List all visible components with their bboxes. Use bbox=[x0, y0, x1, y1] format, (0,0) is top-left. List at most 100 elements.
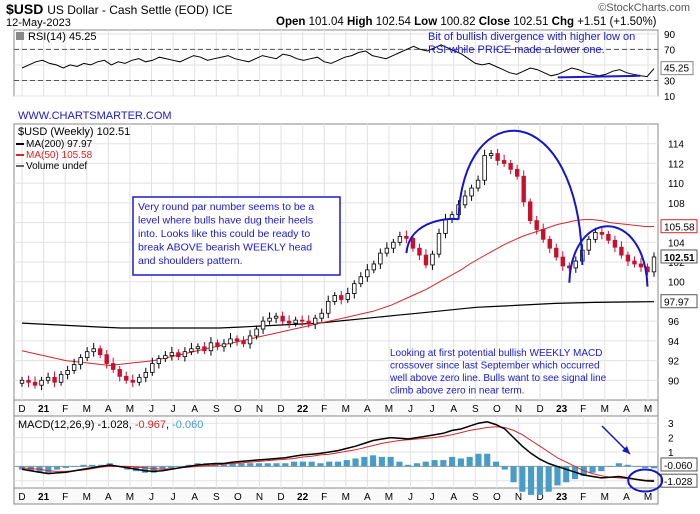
candle-body bbox=[443, 219, 448, 234]
macd-histogram-bar bbox=[492, 461, 500, 467]
candle-body bbox=[547, 238, 552, 249]
x-tick-label: J bbox=[171, 492, 176, 503]
x-tick-label: A bbox=[191, 492, 198, 503]
macd-annotation-line: well above zero line. Bulls want to see … bbox=[389, 373, 607, 384]
macd-histogram-bar bbox=[528, 466, 535, 495]
x-tick-label: J bbox=[430, 404, 435, 415]
candle-body bbox=[475, 179, 481, 189]
candle-body bbox=[397, 235, 403, 243]
candle-body bbox=[612, 239, 618, 248]
candle-body bbox=[410, 237, 416, 249]
candle-body bbox=[117, 369, 122, 377]
price-tick-label: 114 bbox=[668, 140, 684, 151]
x-tick-label: J bbox=[430, 492, 435, 503]
macd-tick-label: 2 bbox=[668, 434, 674, 445]
candle-body bbox=[384, 247, 390, 254]
candle-body bbox=[39, 379, 44, 386]
x-tick-label: F bbox=[321, 492, 327, 503]
rsi-line bbox=[21, 44, 655, 78]
annotation-box-line: level where bulls have dug their heels bbox=[138, 215, 313, 227]
candle-body bbox=[514, 168, 520, 177]
annotation-box-line: and shoulders pattern. bbox=[138, 255, 243, 267]
candle-body bbox=[423, 254, 429, 266]
candle-body bbox=[339, 295, 344, 300]
candle-body bbox=[593, 232, 598, 240]
exchange: ICE bbox=[212, 3, 233, 17]
candle-body bbox=[78, 357, 83, 365]
price-legend-item: MA(200) 97.97 bbox=[26, 139, 93, 150]
x-tick-label: D bbox=[536, 492, 543, 503]
candle-body bbox=[469, 187, 474, 197]
macd-histogram-bar bbox=[291, 461, 298, 467]
macd-histogram-bar bbox=[352, 458, 359, 467]
macd-histogram-bar bbox=[633, 466, 640, 467]
candle-body bbox=[52, 376, 57, 383]
candle-body bbox=[534, 220, 539, 230]
price-legend-title: $USD (Weekly) 102.51 bbox=[18, 126, 130, 138]
low-label: Low bbox=[414, 16, 438, 28]
candle-body bbox=[71, 364, 77, 371]
annotation-box bbox=[132, 196, 341, 276]
macd-annotation-line: climb above zero in near term. bbox=[390, 386, 525, 397]
candle-body bbox=[58, 373, 64, 383]
macd-histogram-bar bbox=[299, 461, 306, 467]
candle-body bbox=[234, 338, 240, 342]
ma50-line bbox=[21, 219, 654, 367]
x-tick-label: J bbox=[408, 492, 413, 503]
macd-histogram-bar bbox=[466, 456, 473, 467]
candle-body bbox=[195, 346, 201, 350]
macd-date-axis bbox=[13, 487, 659, 505]
last-price-box bbox=[660, 249, 698, 264]
x-tick-label: M bbox=[126, 492, 134, 503]
x-tick-label: M bbox=[601, 492, 609, 503]
candle-body bbox=[65, 370, 70, 375]
x-tick-label: A bbox=[623, 492, 630, 503]
macd-tick-label: 3 bbox=[668, 419, 674, 430]
x-tick-label: N bbox=[256, 404, 263, 415]
candle-body bbox=[221, 343, 227, 348]
x-tick-label: A bbox=[191, 404, 198, 415]
rsi-tick-label: 70 bbox=[664, 45, 676, 56]
x-tick-label: M bbox=[126, 404, 134, 415]
macd-legend-part: -0.060 bbox=[172, 419, 203, 431]
macd-histogram-bar bbox=[176, 466, 184, 467]
ma200-line bbox=[21, 301, 655, 329]
candle-body bbox=[169, 352, 175, 357]
macd-histogram-bar bbox=[607, 466, 614, 467]
macd-histogram-bar bbox=[282, 463, 289, 467]
macd-histogram-bar bbox=[273, 463, 280, 467]
candle-body bbox=[488, 153, 494, 156]
price-legend-item: Volume undef bbox=[26, 161, 87, 172]
x-tick-label: N bbox=[515, 404, 522, 415]
price-tick-label: 112 bbox=[668, 159, 684, 170]
candle-body bbox=[84, 351, 90, 359]
candle-body bbox=[215, 342, 220, 348]
instrument-name: US Dollar - Cash Settle (EOD) bbox=[47, 3, 209, 17]
candle-body bbox=[521, 175, 526, 203]
x-tick-label: 22 bbox=[297, 404, 309, 415]
macd-legend-part: , bbox=[166, 419, 172, 431]
candle-body bbox=[26, 379, 31, 383]
macd-histogram-bar bbox=[413, 463, 421, 467]
candle-body bbox=[150, 363, 155, 373]
macd-histogram-bar bbox=[62, 466, 69, 468]
macd-histogram-bar bbox=[97, 464, 105, 467]
macd-histogram-bar bbox=[431, 460, 438, 467]
rsi-tick-label: 30 bbox=[664, 76, 676, 87]
x-tick-label: F bbox=[580, 492, 586, 503]
x-tick-label: 23 bbox=[556, 404, 568, 415]
candle-body bbox=[332, 295, 337, 302]
x-tick-label: M bbox=[342, 492, 350, 503]
candle-body bbox=[32, 381, 38, 386]
x-tick-label: A bbox=[623, 404, 630, 415]
x-tick-label: 22 bbox=[297, 492, 309, 503]
candle-body bbox=[241, 340, 246, 345]
rsi-legend-swatch bbox=[16, 32, 24, 40]
macd-histogram-bar bbox=[255, 463, 263, 467]
candle-body bbox=[286, 320, 292, 324]
open-label: Open bbox=[276, 16, 306, 28]
price-date-axis bbox=[13, 399, 659, 417]
left-shoulder-arc bbox=[405, 217, 460, 254]
candle-body bbox=[638, 263, 644, 268]
candle-body bbox=[619, 246, 624, 256]
